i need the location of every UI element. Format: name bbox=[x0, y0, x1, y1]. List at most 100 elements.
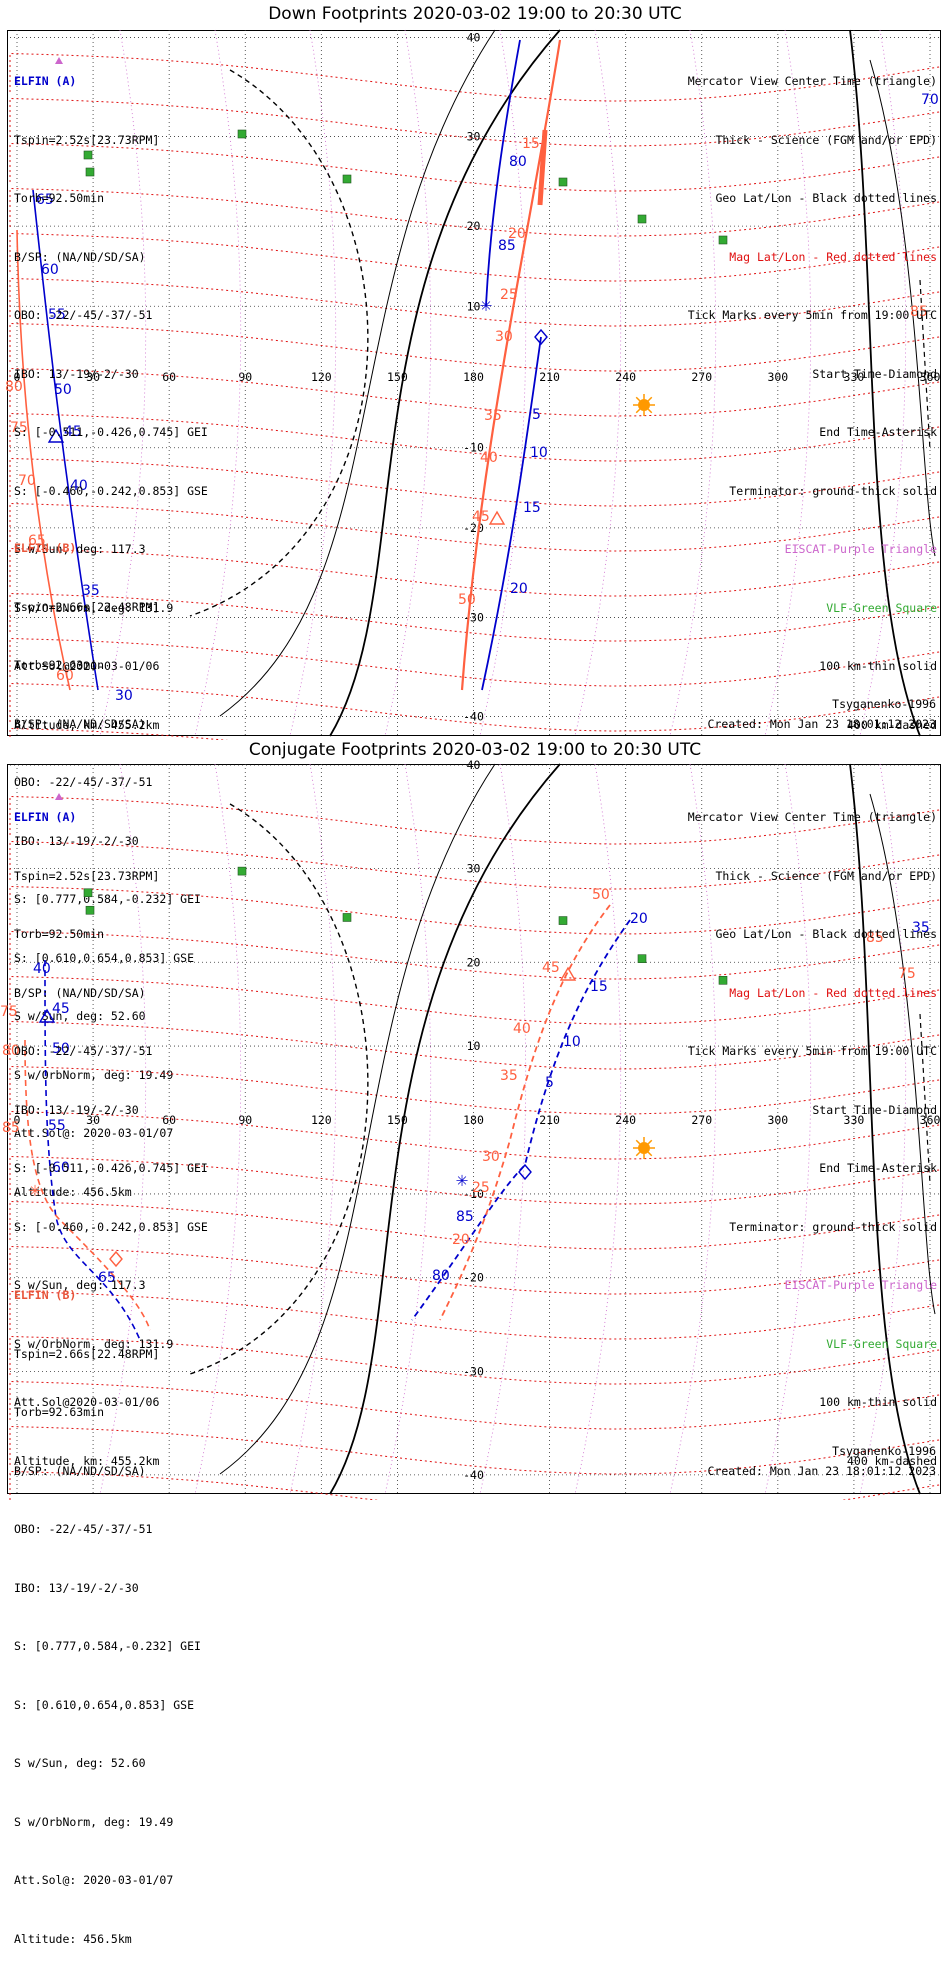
elfin-b-science-segment bbox=[537, 129, 548, 206]
info-line: Torb=92.50min bbox=[14, 191, 105, 205]
info-line: S: [-0.511,-0.426,0.745] GEI bbox=[14, 1161, 208, 1175]
info-line: Torb=92.63min bbox=[14, 658, 105, 672]
lat-tick-label: 10 bbox=[467, 1039, 481, 1053]
track-time-label: 40 bbox=[70, 478, 88, 494]
lon-tick-label: 90 bbox=[238, 1113, 252, 1127]
map-canvas: 0306090120150180210240270300330360706050… bbox=[0, 758, 941, 1500]
track-time-label: 25 bbox=[472, 1180, 490, 1196]
mag-lat-line bbox=[9, 277, 941, 327]
track-time-label: 80 bbox=[2, 1043, 20, 1059]
center-triangle-icon bbox=[47, 428, 65, 443]
vlf-station-square bbox=[83, 888, 93, 898]
legend-line: Tick Marks every 5min from 19:00 UTC bbox=[687, 308, 937, 322]
terminator-ground bbox=[329, 29, 561, 737]
legend-line: Thick - Science (FGM and/or EPD) bbox=[715, 132, 937, 147]
legend-line: Geo Lat/Lon - Black dotted lines bbox=[715, 191, 937, 205]
mag-lat-line bbox=[9, 322, 941, 372]
track-time-label: 30 bbox=[115, 688, 133, 704]
center-triangle-icon bbox=[559, 966, 577, 981]
info-line: IBO: 13/-19/-2/-30 bbox=[14, 1102, 139, 1117]
info-line: S w/Sun, deg: 117.3 bbox=[14, 1278, 146, 1292]
track-time-label: 25 bbox=[500, 287, 518, 303]
lon-tick-label: 90 bbox=[238, 370, 252, 384]
track-time-label: 35 bbox=[912, 920, 930, 936]
mag-lon-line bbox=[669, 29, 717, 737]
vlf-station-square bbox=[718, 235, 728, 245]
mag-lon-line bbox=[99, 763, 147, 1495]
mag-lat-line bbox=[9, 975, 941, 1025]
lon-tick-label: 180 bbox=[463, 370, 484, 384]
terminator-100km bbox=[219, 29, 496, 717]
info-line: S w/OrbNorm, deg: 19.49 bbox=[14, 1814, 174, 1829]
lat-tick-label: 30 bbox=[467, 862, 481, 876]
info-line: B/SP: (NA/ND/SD/SA) bbox=[14, 716, 146, 731]
sun-icon bbox=[633, 394, 655, 416]
legend: Mercator View Center Time (triangle) Thi… bbox=[688, 33, 937, 774]
conjugate-footprints-panel: Conjugate Footprints 2020-03-02 19:00 to… bbox=[0, 740, 950, 1946]
elfin-a-header: ELFIN (A) bbox=[14, 74, 77, 88]
panel-title: Down Footprints 2020-03-02 19:00 to 20:3… bbox=[268, 4, 682, 24]
info-line: OBO: -22/-45/-37/-51 bbox=[14, 775, 153, 789]
info-line: Torb=92.63min bbox=[14, 1405, 105, 1419]
mag-lon-line bbox=[289, 763, 337, 1495]
track-time-label: 10 bbox=[563, 1034, 581, 1050]
track-time-label: 60 bbox=[52, 1160, 70, 1176]
info-line: Att.Sol@2020-03-01/06 bbox=[14, 659, 160, 673]
track-time-label: 20 bbox=[452, 1232, 470, 1248]
mag-lon-line bbox=[859, 29, 907, 737]
info-line: S: [0.777,0.584,-0.232] GEI bbox=[14, 892, 201, 906]
terminator-400km bbox=[189, 69, 369, 617]
track-time-label: 45 bbox=[52, 1001, 70, 1017]
info-line: OBO: -22/-45/-37/-51 bbox=[14, 1522, 153, 1536]
track-time-label: 85 bbox=[910, 304, 928, 320]
info-line: S w/Sun, deg: 117.3 bbox=[14, 542, 146, 556]
mag-lon-line bbox=[574, 763, 622, 1495]
lon-tick-label: 270 bbox=[691, 370, 712, 384]
model-label: Tsyganenko-1996 bbox=[832, 1444, 936, 1458]
created-label: Created: Mon Jan 23 18:01:12 2023 bbox=[707, 717, 936, 731]
lon-tick-label: 330 bbox=[844, 1113, 865, 1127]
terminator-ground bbox=[849, 763, 921, 1495]
lon-tick-label: 270 bbox=[691, 1113, 712, 1127]
track-time-label: 30 bbox=[482, 1149, 500, 1165]
vlf-station-square bbox=[342, 174, 352, 184]
info-line: Att.Sol@2020-03-01/06 bbox=[14, 1395, 160, 1409]
terminator-ground bbox=[849, 29, 921, 737]
elfin-b-info: ELFIN (B) Tspin=2.66s[22.48RPM] Torb=92.… bbox=[14, 500, 201, 1241]
elfin-a-track bbox=[32, 189, 99, 691]
terminator-400km bbox=[189, 803, 369, 1375]
info-line: IBO: 13/-19/-2/-30 bbox=[14, 833, 139, 848]
track-time-label: 75 bbox=[10, 420, 28, 436]
track-time-label: 20 bbox=[508, 226, 526, 242]
mag-lat-line bbox=[9, 1200, 941, 1250]
elfin-a-pass bbox=[481, 336, 542, 691]
track-time-label: 40 bbox=[480, 450, 498, 466]
mag-lon-line bbox=[574, 29, 622, 737]
info-line: Altitude, km: 455.2km bbox=[14, 717, 160, 732]
mag-lat-line bbox=[9, 1020, 941, 1070]
elfin-a-header: ELFIN (A) bbox=[14, 810, 77, 824]
lon-tick-label: 0 bbox=[14, 1113, 21, 1127]
mag-lat-line bbox=[9, 232, 941, 282]
lat-tick-label: -10 bbox=[463, 441, 484, 455]
lon-tick-label: 60 bbox=[162, 370, 176, 384]
vlf-station-square bbox=[342, 913, 352, 922]
lon-tick-label: 30 bbox=[86, 370, 100, 384]
map-canvas: 0306090120150180210240270300330360706050… bbox=[5, 29, 941, 740]
mag-lat-line bbox=[9, 1245, 941, 1295]
track-time-label: 20 bbox=[630, 911, 648, 927]
vlf-station-square bbox=[237, 866, 247, 876]
info-line: Altitude, km: 455.2km bbox=[14, 1453, 160, 1468]
info-line: B/SP: (NA/ND/SD/SA) bbox=[14, 1463, 146, 1478]
terminator-ground bbox=[329, 763, 561, 1495]
terminator-100km bbox=[219, 763, 496, 1475]
legend-line: EISCAT-Purple Triangle bbox=[784, 542, 937, 556]
center-triangle-icon bbox=[38, 1008, 56, 1023]
track-time-label: 85 bbox=[866, 930, 884, 946]
info-line: OBO: -22/-45/-37/-51 bbox=[14, 1044, 153, 1058]
track-time-label: 5 bbox=[532, 407, 541, 423]
end-asterisk-icon: ✳ bbox=[29, 1177, 41, 1201]
mag-lon-line bbox=[859, 763, 907, 1495]
created-label: Created: Mon Jan 23 18:01:12 2023 bbox=[707, 1464, 936, 1478]
start-diamond-icon bbox=[518, 1163, 532, 1181]
